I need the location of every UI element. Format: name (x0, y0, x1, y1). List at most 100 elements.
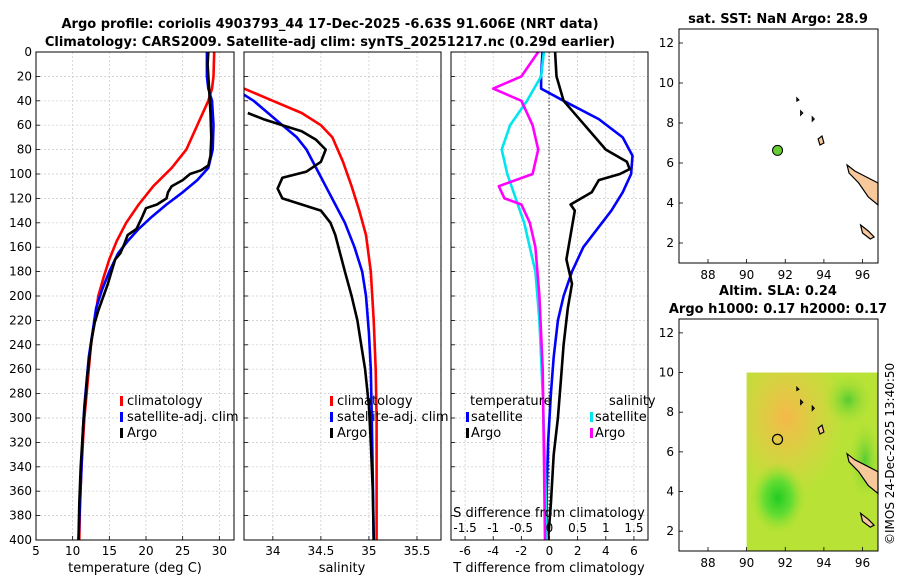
sla-map-subtitle: Argo h1000: 0.17 h2000: 0.17 (669, 302, 887, 317)
temperature-xlabel: temperature (deg C) (68, 561, 202, 576)
difference-legend: temperature salinity satellite Argo sate… (466, 394, 656, 441)
legend-climatology: climatology (127, 394, 203, 409)
land-mass (796, 96, 800, 102)
land-mass (859, 511, 876, 528)
map-x-tick-label: 88 (700, 268, 715, 282)
x-tick-label: 20 (138, 544, 153, 558)
land-mass (811, 404, 816, 412)
map-x-tick-label: 88 (700, 556, 715, 570)
map-y-tick-label: 12 (659, 326, 674, 340)
map-x-tick-label: 96 (855, 268, 870, 282)
map-y-tick-label: 2 (666, 524, 674, 538)
y-tick-label: 280 (9, 387, 32, 401)
y-tick-label: 60 (17, 118, 32, 132)
sst-map-title: sat. SST: NaN Argo: 28.9 (688, 12, 868, 27)
x-tick-label: 2 (574, 544, 582, 558)
land-mass (800, 109, 804, 117)
s-tick-label: 1 (602, 521, 610, 535)
y-tick-label: 340 (9, 460, 32, 474)
legend-satellite: satellite-adj. clim (127, 410, 239, 425)
title-line-2: Climatology: CARS2009. Satellite-adj cli… (45, 35, 615, 50)
map-y-tick-label: 12 (659, 36, 674, 50)
sla-field-low-south (750, 462, 806, 534)
legend-temperature-title: temperature (470, 394, 552, 409)
salinity-legend: climatology satellite-adj. clim Argo (330, 394, 449, 441)
land-mass (796, 385, 800, 392)
y-tick-label: 240 (9, 338, 32, 352)
map-y-tick-label: 8 (666, 116, 674, 130)
map-y-tick-label: 10 (659, 366, 674, 380)
map-x-tick-label: 94 (816, 268, 831, 282)
land-mass (800, 398, 804, 406)
x-tick-label: 34.5 (308, 544, 335, 558)
s-tick-label: -0.5 (510, 521, 533, 535)
land-mass (817, 134, 825, 146)
legend-swatch-argo (330, 428, 333, 438)
land-mass (859, 223, 876, 240)
s-tick-label: -1.5 (453, 521, 476, 535)
y-tick-label: 20 (17, 69, 32, 83)
x-tick-label: -2 (515, 544, 527, 558)
temperature-panel: 0 20 40 60 80 100 120 140 160 180 200 220 240 260 280 3… (9, 45, 239, 576)
y-tick-label: 360 (9, 484, 32, 498)
s-tick-label: 1.5 (624, 521, 643, 535)
legend-swatch-satellite (120, 412, 123, 422)
legend-swatch-t-argo (466, 428, 469, 438)
land-mass (817, 424, 825, 435)
x-tick-label: 4 (602, 544, 610, 558)
map-y-tick-label: 10 (659, 76, 674, 90)
title-line-1: Argo profile: coriolis 4903793_44 17-Dec… (61, 17, 598, 32)
s-tick-label: 0.5 (568, 521, 587, 535)
map-y-tick-label: 8 (666, 405, 674, 419)
y-tick-label: 120 (9, 191, 32, 205)
map-y-tick-label: 2 (666, 236, 674, 250)
y-tick-label: 200 (9, 289, 32, 303)
y-tick-label: 0 (24, 45, 32, 59)
x-tick-label: -4 (487, 544, 499, 558)
y-tick-label: 380 (9, 509, 32, 523)
series-line-salinity-argo (491, 51, 547, 541)
legend-swatch-s-satellite (590, 412, 593, 422)
s-tick-label: 0 (546, 521, 554, 535)
series-line-temperature-argo (546, 51, 632, 541)
y-tick-label: 300 (9, 411, 32, 425)
legend-satellite: satellite-adj. clim (337, 410, 449, 425)
map-y-tick-label: 4 (666, 485, 674, 499)
salinity-xlabel: salinity (319, 561, 366, 576)
map-y-tick-label: 6 (666, 156, 674, 170)
sla-map-panel: Altim. SLA: 0.24 Argo h1000: 0.17 h2000:… (659, 284, 887, 570)
argo-position-marker (772, 144, 784, 156)
sla-map-title: Altim. SLA: 0.24 (719, 284, 837, 299)
y-tick-label: 160 (9, 240, 32, 254)
series-line-argo (247, 111, 375, 541)
map-x-tick-label: 90 (739, 268, 754, 282)
y-tick-label: 260 (9, 362, 32, 376)
legend-climatology: climatology (337, 394, 413, 409)
sla-map-frame (678, 318, 879, 552)
map-x-tick-label: 96 (855, 556, 870, 570)
imos-watermark: ©IMOS 24-Dec-2025 13:40:50 (883, 363, 897, 545)
legend-argo: Argo (337, 426, 367, 441)
difference-panel: -6 -4 -2 0 2 4 6 S difference from climatology… (450, 51, 656, 576)
x-tick-label: 15 (102, 544, 117, 558)
map-y-tick-label: 6 (666, 445, 674, 459)
temperature-legend: climatology satellite-adj. clim Argo (120, 394, 239, 441)
y-tick-label: 180 (9, 265, 32, 279)
legend-swatch-argo (120, 428, 123, 438)
series-line-satellite-adj-clim (243, 93, 375, 541)
x-tick-label: 0 (546, 544, 554, 558)
salinity-panel: 34 34.5 35 35.5 salinity climatology satell… (243, 51, 449, 576)
argo-position-marker (771, 433, 784, 445)
series-line-temperature-satellite (539, 51, 634, 540)
legend-t-satellite: satellite (471, 410, 523, 425)
x-tick-label: 10 (65, 544, 80, 558)
x-tick-label: 6 (630, 544, 638, 558)
map-x-tick-label: 90 (739, 556, 754, 570)
x-tick-label: 34 (265, 544, 280, 558)
legend-t-argo: Argo (471, 426, 501, 441)
legend-argo: Argo (127, 426, 157, 441)
series-line-argo (77, 51, 213, 541)
legend-swatch-climatology (330, 396, 333, 406)
y-tick-label: 320 (9, 435, 32, 449)
s-tick-label: -1 (487, 521, 499, 535)
